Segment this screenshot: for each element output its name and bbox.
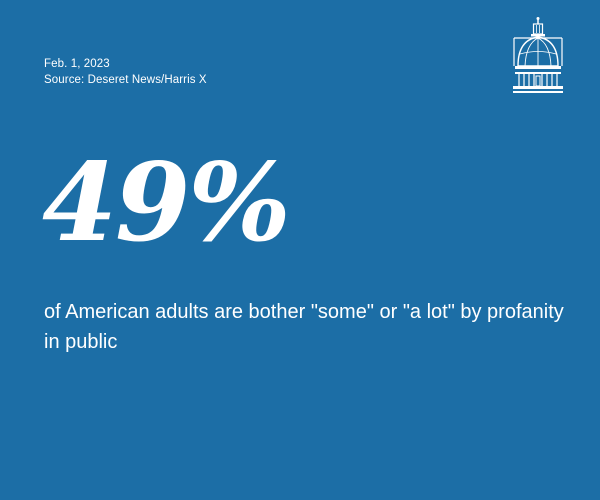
- source-text: Source: Deseret News/Harris X: [44, 74, 207, 86]
- meta-info: Feb. 1, 2023 Source: Deseret News/Harris…: [44, 56, 207, 88]
- stat-value: 49%: [42, 140, 291, 266]
- stat-caption: of American adults are bother "some" or …: [44, 301, 564, 353]
- date-text: Feb. 1, 2023: [44, 58, 110, 70]
- capitol-dome-icon: [513, 17, 563, 93]
